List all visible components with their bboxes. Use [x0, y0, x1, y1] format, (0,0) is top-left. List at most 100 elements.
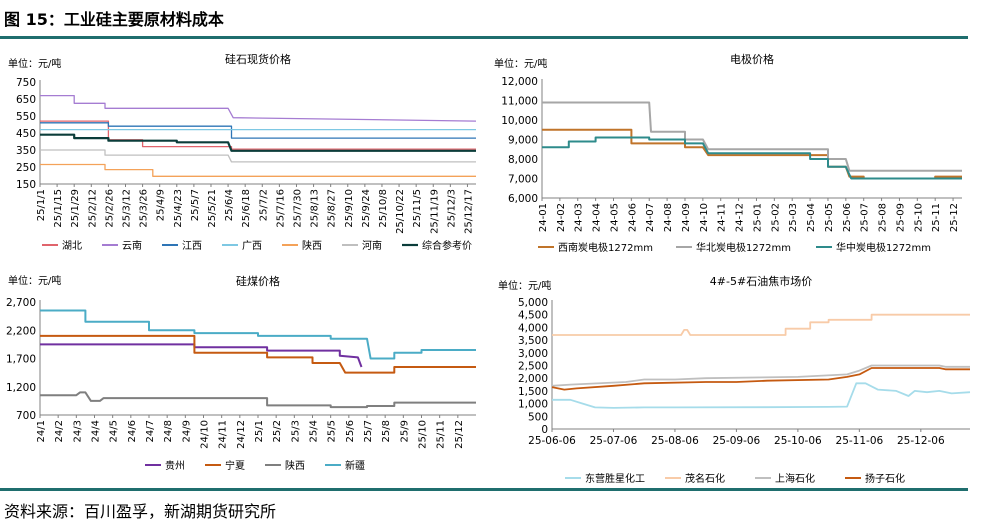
x-tick-label: 25-11-06	[836, 435, 884, 447]
series-line-6	[40, 149, 476, 163]
x-tick-label: 24-08	[663, 203, 674, 232]
x-tick-label: 25/4/23	[173, 189, 184, 228]
y-tick-label: 650	[16, 94, 36, 106]
y-tick-label: 2,500	[518, 361, 548, 373]
x-tick-label: 25/7/16	[275, 189, 286, 228]
x-tick-label: 25/8/13	[310, 189, 321, 228]
chart-title: 电极价格	[730, 52, 774, 66]
y-tick-label: 12,000	[501, 76, 538, 88]
chart-title: 硅石现货价格	[225, 52, 291, 66]
x-tick-label: 24-05	[609, 203, 620, 232]
x-tick-label: 24-12	[735, 203, 746, 232]
legend-label: 湖北	[62, 240, 82, 252]
legend-label: 东营胜星化工	[585, 472, 645, 485]
legend-label: 贵州	[165, 459, 185, 472]
x-tick-label: 25/1/29	[70, 189, 81, 228]
legend-label: 扬子石化	[865, 472, 905, 485]
x-tick-label: 25-08	[878, 203, 889, 232]
unit-label: 单位：元/吨	[498, 279, 551, 292]
x-tick-label: 25/10	[418, 420, 429, 449]
x-tick-label: 24/5	[109, 420, 120, 442]
y-tick-label: 500	[528, 411, 548, 423]
y-tick-label: 3,000	[518, 348, 548, 360]
legend-label: 陕西	[302, 239, 322, 252]
x-tick-label: 25/1/15	[53, 189, 64, 228]
x-tick-label: 25/1	[254, 420, 265, 442]
x-tick-label: 25-10-06	[774, 435, 822, 447]
x-tick-label: 25/11	[436, 420, 447, 449]
x-tick-label: 24/4	[91, 420, 102, 442]
series-line-7	[40, 133, 476, 152]
x-tick-label: 24-06	[627, 203, 638, 232]
x-tick-label: 24-09	[681, 203, 692, 232]
y-tick-label: 550	[16, 111, 36, 123]
y-tick-label: 0	[541, 424, 548, 436]
x-tick-label: 25-04	[806, 203, 817, 232]
x-tick-label: 24/1	[36, 420, 47, 442]
series-line-3	[40, 122, 476, 139]
y-tick-label: 1,700	[6, 354, 36, 366]
x-tick-label: 25/12/3	[446, 189, 457, 228]
x-tick-label: 25/2/12	[87, 189, 98, 228]
y-tick-label: 7,000	[508, 174, 538, 186]
y-tick-label: 5,000	[518, 297, 548, 309]
series-line-3	[40, 391, 476, 409]
x-tick-label: 25/5/21	[207, 189, 218, 228]
x-tick-label: 25-10	[913, 203, 924, 232]
top-rule	[0, 36, 968, 39]
x-tick-label: 24/9	[181, 420, 192, 442]
x-tick-label: 25/4	[309, 420, 320, 442]
series-line-1	[552, 382, 971, 409]
x-tick-label: 25/4/9	[156, 189, 167, 221]
x-tick-label: 25-06-06	[528, 435, 576, 447]
x-tick-label: 25-02	[770, 203, 781, 232]
x-tick-label: 25/2/26	[104, 189, 115, 228]
x-tick-label: 25/6/18	[241, 189, 252, 228]
x-tick-label: 24-03	[574, 203, 585, 232]
series-line-2	[542, 101, 962, 172]
x-tick-label: 25-03	[788, 203, 799, 232]
y-tick-label: 750	[16, 77, 36, 89]
y-tick-label: 11,000	[501, 96, 538, 108]
legend-label: 华中炭电极1272mm	[836, 241, 931, 254]
legend-label: 宁夏	[225, 459, 245, 472]
x-tick-label: 25/12	[454, 420, 465, 449]
unit-label: 单位：元/吨	[494, 57, 547, 70]
x-tick-label: 25-12-06	[897, 435, 945, 447]
chart-title: 硅煤价格	[236, 274, 280, 288]
x-tick-label: 25/7	[363, 420, 374, 442]
x-tick-label: 24/12	[236, 420, 247, 449]
unit-label: 单位：元/吨	[8, 274, 61, 287]
y-tick-label: 1,200	[6, 382, 36, 394]
x-tick-label: 24/2	[54, 420, 65, 442]
y-tick-label: 1,000	[518, 399, 548, 411]
y-tick-label: 4,000	[518, 322, 548, 334]
legend-label: 茂名石化	[685, 472, 725, 485]
series-line-5	[40, 163, 476, 177]
y-tick-label: 350	[16, 145, 36, 157]
x-tick-label: 25/3/26	[139, 189, 150, 228]
coal-chart: 硅煤价格 单位：元/吨 700 1,200 1,700 2,200 2,700 24/1 24/…	[6, 274, 476, 472]
series-line-2	[40, 94, 477, 122]
x-tick-label: 24/3	[72, 420, 83, 442]
series-line-1	[40, 120, 476, 150]
x-tick-label: 25-09	[895, 203, 906, 232]
legend-label: 新疆	[345, 459, 365, 472]
x-tick-label: 25/5	[327, 420, 338, 442]
source-note: 资料来源：百川盈孚，新湖期货研究所	[4, 502, 277, 521]
x-tick-label: 25-08-06	[651, 435, 699, 447]
x-tick-label: 24/6	[127, 420, 138, 442]
y-tick-label: 2,200	[6, 325, 36, 337]
x-tick-label: 25/3/12	[121, 189, 132, 228]
unit-label: 单位：元/吨	[8, 57, 61, 70]
y-tick-label: 450	[16, 128, 36, 140]
y-tick-label: 1,500	[518, 386, 548, 398]
legend-label: 上海石化	[775, 472, 815, 485]
x-tick-label: 25/11/19	[429, 189, 440, 234]
legend-label: 云南	[122, 239, 142, 252]
x-tick-label: 25/7/30	[292, 189, 303, 228]
silicon-ore-chart: 硅石现货价格 单位：元/吨 150 250 350 450 550 650 750 25/1/1 2…	[8, 52, 477, 252]
x-tick-label: 24-04	[592, 203, 603, 232]
x-tick-label: 25-11	[931, 203, 942, 232]
y-tick-label: 8,000	[508, 154, 538, 166]
